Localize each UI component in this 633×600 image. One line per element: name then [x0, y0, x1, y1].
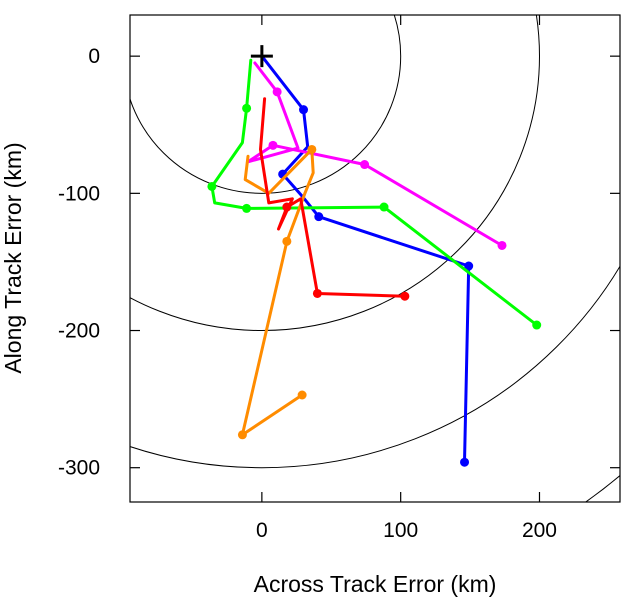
- y-axis-title: Along Track Error (km): [0, 142, 26, 373]
- y-tick-label: -200: [58, 320, 100, 343]
- data-point: [532, 320, 542, 330]
- plot-frame: [129, 14, 621, 503]
- x-tick-label: 200: [522, 519, 557, 542]
- x-tick-label: 0: [256, 519, 268, 542]
- x-axis-title: Across Track Error (km): [254, 571, 497, 597]
- data-point: [207, 181, 217, 191]
- series-line: [210, 58, 539, 327]
- origin-marker-layer: [250, 45, 273, 68]
- series-5: [259, 97, 410, 301]
- y-tick-label: -300: [58, 457, 100, 480]
- series-1: [260, 54, 474, 467]
- y-tick-label: -100: [58, 182, 100, 205]
- series-line: [240, 147, 315, 437]
- series-layer: [207, 54, 542, 467]
- data-point: [282, 236, 292, 246]
- origin-plus-icon: [250, 45, 273, 68]
- y-tick-label: 0: [88, 45, 100, 68]
- series-4: [237, 144, 317, 440]
- data-point: [299, 105, 309, 115]
- series-line: [259, 97, 407, 298]
- data-point: [400, 291, 410, 301]
- data-point: [360, 160, 370, 170]
- data-point: [464, 261, 474, 271]
- data-point: [497, 240, 507, 250]
- data-point: [282, 202, 292, 212]
- data-point: [460, 457, 470, 467]
- data-point: [237, 430, 247, 440]
- data-point: [242, 103, 252, 113]
- data-point: [268, 140, 278, 150]
- series-line: [260, 54, 471, 464]
- range-ring-100: [130, 15, 402, 194]
- range-ring-200: [130, 15, 540, 331]
- data-point: [297, 390, 307, 400]
- data-point: [314, 212, 324, 222]
- data-point: [379, 202, 389, 212]
- data-point: [312, 288, 322, 298]
- series-2: [246, 61, 507, 250]
- series-line: [246, 61, 504, 247]
- series-3: [207, 58, 542, 330]
- axis-ticks: 0 100 200 0 -100 -200 -300: [58, 15, 620, 542]
- range-ring-300: [130, 264, 620, 469]
- data-point: [242, 203, 252, 213]
- data-point: [307, 144, 317, 154]
- data-point: [272, 87, 282, 97]
- x-tick-label: 100: [383, 519, 418, 542]
